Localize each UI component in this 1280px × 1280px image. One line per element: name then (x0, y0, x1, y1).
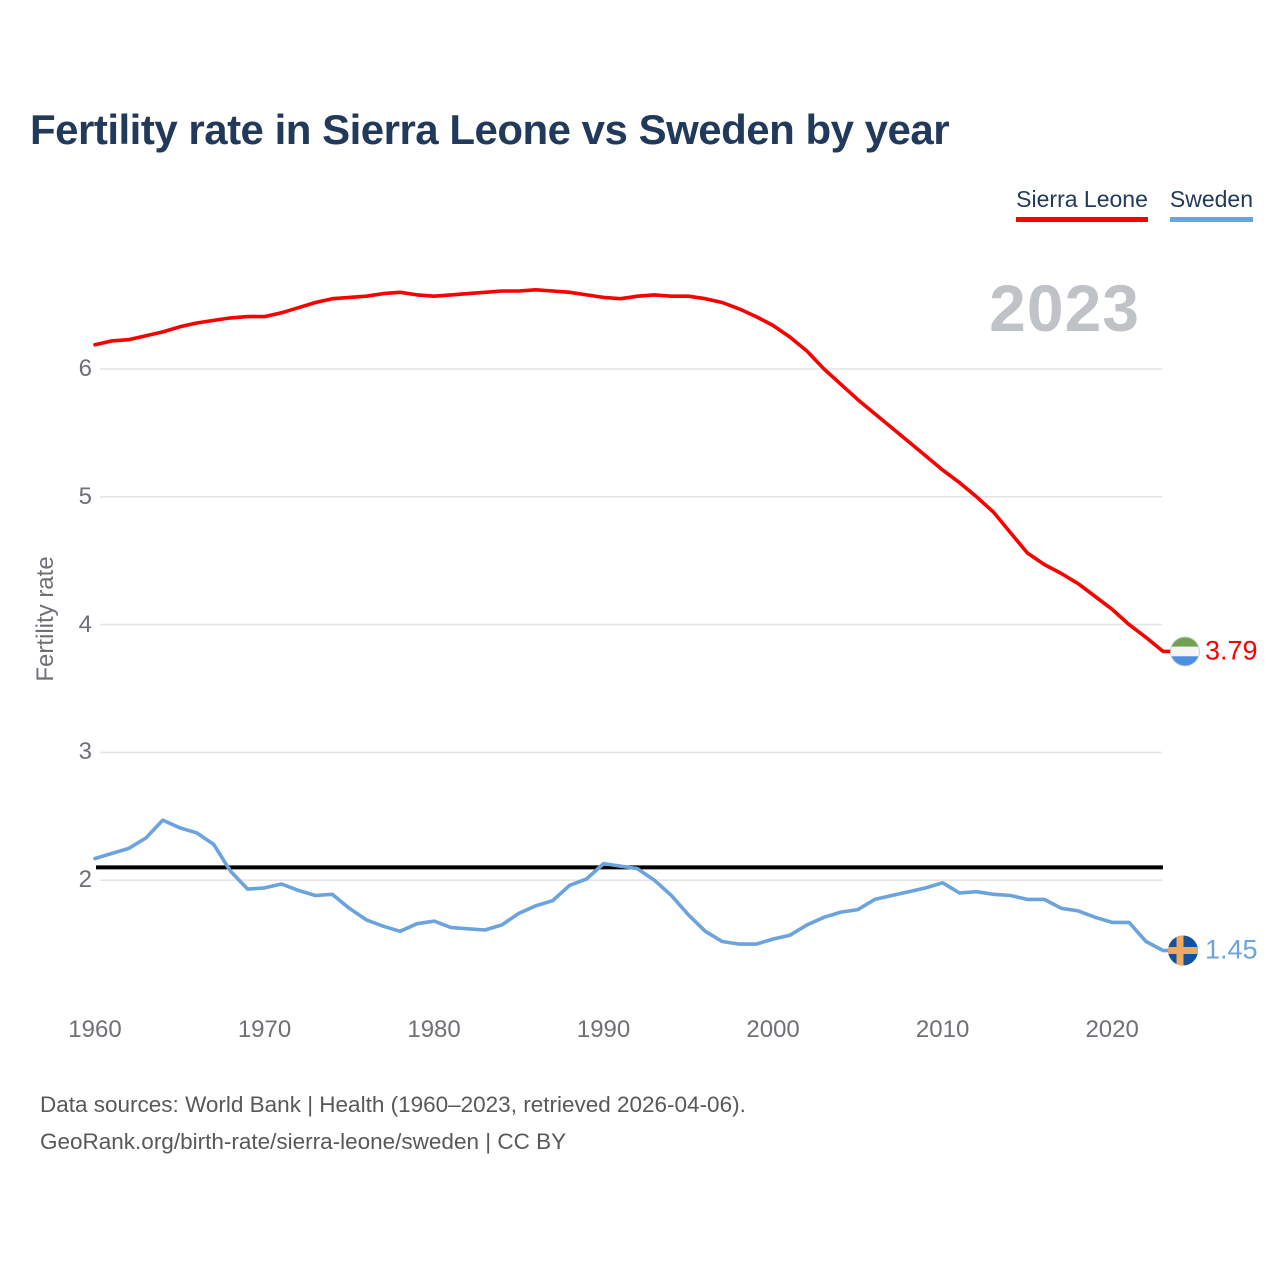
y-tick-label: 3 (78, 738, 92, 766)
x-tick-label: 1960 (68, 1016, 122, 1043)
x-tick-label: 2000 (746, 1016, 800, 1043)
y-tick-label: 6 (78, 355, 92, 382)
footer: Data sources: World Bank | Health (1960–… (40, 1086, 746, 1160)
x-tick-label: 2010 (915, 1016, 970, 1043)
x-tick-label: 1980 (407, 1016, 461, 1043)
legend-label-sweden: Sweden (1169, 186, 1253, 212)
sweden-end-value: 1.45 (1205, 934, 1258, 965)
page-title: Fertility rate in Sierra Leone vs Sweden… (30, 106, 950, 153)
legend-item-sweden[interactable]: Sweden (1169, 186, 1253, 222)
sierra-leone-line (93, 287, 1165, 654)
sierra-leone-flag-border (1170, 636, 1200, 667)
footer-sources: Data sources: World Bank | Health (1960–… (40, 1092, 746, 1117)
legend-label-sierra-leone: Sierra Leone (1016, 186, 1148, 212)
x-tick-label: 2020 (1085, 1016, 1139, 1043)
sweden-line (93, 818, 1165, 953)
footer-link: GeoRank.org/birth-rate/sierra-leone/swed… (40, 1129, 567, 1154)
sweden-flag-icon (1168, 935, 1198, 966)
legend: Sierra Leone Sweden (1016, 186, 1253, 222)
year-watermark: 2023 (989, 271, 1140, 345)
sierra-leone-end-value: 3.79 (1205, 635, 1258, 666)
y-tick-label: 4 (78, 610, 92, 638)
y-tick-label: 2 (78, 866, 92, 894)
x-tick-label: 1990 (576, 1016, 631, 1043)
legend-underline-sierra-leone (1016, 217, 1148, 222)
x-tick-label: 1970 (237, 1016, 292, 1043)
sierra-leone-flag-icon (1170, 636, 1200, 666)
legend-item-sierra-leone[interactable]: Sierra Leone (1016, 186, 1148, 222)
legend-underline-sweden (1169, 217, 1253, 222)
y-tick-label: 5 (78, 482, 92, 510)
